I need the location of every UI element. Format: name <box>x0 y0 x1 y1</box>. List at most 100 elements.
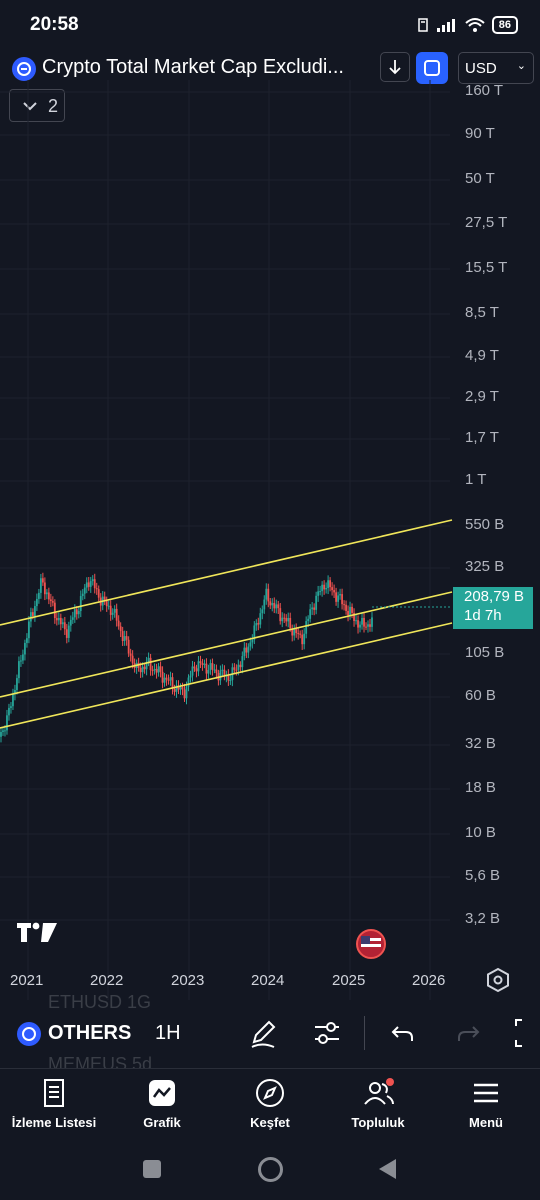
candle-body <box>45 592 48 595</box>
toolbar-divider <box>364 1016 365 1050</box>
indicator-settings-icon[interactable] <box>312 1018 342 1048</box>
toolbar-symbol[interactable]: OTHERS <box>48 1022 132 1044</box>
candle-body <box>327 580 330 588</box>
candle-body <box>119 626 122 632</box>
candle-body <box>131 655 134 664</box>
tab-watchlist[interactable]: İzleme Listesi <box>0 1069 108 1149</box>
candle-body <box>255 623 258 626</box>
indicator-toggle-button[interactable]: 2 <box>9 89 65 122</box>
candle-body <box>229 680 232 682</box>
candle-body <box>227 674 230 681</box>
draw-pen-icon[interactable] <box>248 1016 278 1050</box>
currency-value: USD <box>465 60 497 77</box>
watchlist-icon <box>44 1079 64 1107</box>
candle-body <box>61 622 64 625</box>
tab-bar: İzleme Listesi Grafik Keşfet Topluluk Me… <box>0 1068 540 1149</box>
candle-body <box>77 611 80 615</box>
back-button-icon[interactable] <box>376 1157 398 1181</box>
home-button[interactable] <box>258 1157 283 1182</box>
settings-icon[interactable] <box>485 967 511 993</box>
candle-body <box>271 602 274 606</box>
candle-body <box>63 622 66 630</box>
tab-chart-label: Grafik <box>143 1115 181 1130</box>
tab-explore[interactable]: Keşfet <box>216 1069 324 1149</box>
candle-body <box>109 605 112 615</box>
candle-body <box>249 642 252 647</box>
price-chart[interactable] <box>0 80 540 1000</box>
arrow-down-icon <box>389 60 401 75</box>
currency-select[interactable]: USD ⌄ <box>458 52 534 84</box>
candle-body <box>215 669 218 673</box>
candle-body <box>93 579 96 589</box>
price-axis-label: 8,5 T <box>465 304 499 321</box>
download-button[interactable] <box>380 52 410 82</box>
candle-body <box>97 589 100 598</box>
toolbar-symbol-logo-icon[interactable] <box>17 1022 41 1046</box>
symbol-title[interactable]: Crypto Total Market Cap Excludi... <box>42 56 344 78</box>
candle-body <box>279 608 282 622</box>
candle-body <box>269 601 272 606</box>
candle-body <box>245 647 248 653</box>
symbol-logo-icon[interactable] <box>12 57 36 81</box>
candle-body <box>191 666 194 676</box>
candle-body <box>20 660 22 662</box>
candle-body <box>233 667 236 670</box>
redo-icon[interactable] <box>455 1020 481 1046</box>
candle-body <box>47 592 50 600</box>
candle-body <box>337 595 339 602</box>
candle-body <box>183 689 186 699</box>
price-axis-label: 32 B <box>465 735 496 752</box>
candle-body <box>223 669 226 677</box>
candle-body <box>289 617 292 629</box>
tab-chart[interactable]: Grafik <box>108 1069 216 1149</box>
chart-icon <box>149 1080 175 1106</box>
candle-body <box>287 617 290 622</box>
candle-body <box>213 669 216 671</box>
candle-body <box>219 670 222 681</box>
candle-body <box>329 580 332 588</box>
candle-body <box>111 612 114 615</box>
candle-body <box>261 609 264 614</box>
cellular-signal-icon <box>436 19 455 32</box>
candle-body <box>171 677 174 689</box>
undo-icon[interactable] <box>390 1020 416 1046</box>
candle-body <box>8 707 10 716</box>
candle-body <box>18 661 20 679</box>
candle-body <box>291 628 294 636</box>
recents-button[interactable] <box>143 1160 161 1178</box>
candle-body <box>309 609 312 619</box>
candle-body <box>369 624 371 627</box>
candle-body <box>201 663 204 665</box>
toolbar-interval[interactable]: 1H <box>155 1022 181 1044</box>
candle-body <box>43 582 46 595</box>
candle-body <box>315 595 318 610</box>
us-flag-icon[interactable] <box>355 928 387 960</box>
candle-body <box>14 689 16 695</box>
channel-middle-line <box>0 591 453 698</box>
candle-body <box>163 677 166 683</box>
candle-body <box>301 634 304 645</box>
candle-body <box>193 666 196 669</box>
candle-body <box>277 604 280 609</box>
candle-body <box>351 606 353 613</box>
sync-button[interactable] <box>416 52 448 84</box>
candle-body <box>2 730 4 732</box>
price-axis-label: 18 B <box>465 779 496 796</box>
fullscreen-icon[interactable] <box>514 1018 540 1048</box>
candle-body <box>283 617 286 619</box>
bar-countdown: 1d 7h <box>464 607 502 624</box>
tab-community[interactable]: Topluluk <box>324 1069 432 1149</box>
candle-body <box>37 592 40 599</box>
chevron-down-icon: ⌄ <box>516 60 526 72</box>
candle-body <box>105 599 108 607</box>
candle-body <box>267 588 270 602</box>
candle-body <box>16 678 18 690</box>
candle-body <box>181 687 184 690</box>
candle-body <box>113 608 116 613</box>
candle-body <box>251 639 254 643</box>
candle-body <box>51 601 54 603</box>
tab-menu[interactable]: Menü <box>432 1069 540 1149</box>
candle-body <box>241 656 244 668</box>
candle-body <box>207 669 210 674</box>
candle-body <box>305 621 308 634</box>
